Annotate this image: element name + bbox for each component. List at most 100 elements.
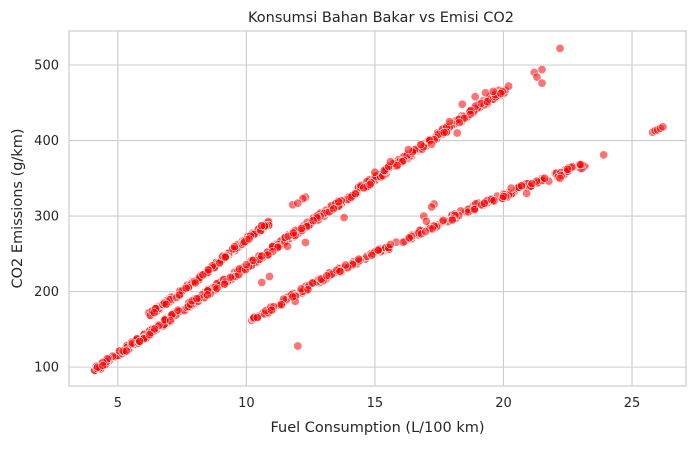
data-point bbox=[439, 127, 449, 137]
data-point bbox=[537, 65, 547, 75]
x-tick-label: 15 bbox=[367, 396, 384, 411]
data-point bbox=[149, 308, 159, 318]
data-point bbox=[576, 160, 586, 170]
data-point bbox=[438, 215, 448, 225]
data-point bbox=[144, 330, 154, 340]
data-point bbox=[244, 234, 254, 244]
data-point bbox=[496, 89, 506, 99]
data-point bbox=[540, 173, 550, 183]
data-point bbox=[248, 255, 258, 265]
data-point bbox=[276, 300, 286, 310]
data-point bbox=[165, 316, 175, 326]
x-tick-label: 20 bbox=[495, 396, 512, 411]
plot-frame bbox=[68, 30, 687, 387]
data-point bbox=[498, 191, 508, 201]
data-point bbox=[452, 128, 462, 138]
data-point bbox=[204, 265, 214, 275]
data-point bbox=[532, 72, 542, 82]
data-point bbox=[470, 92, 480, 102]
data-point bbox=[161, 299, 171, 309]
y-tick-label: 200 bbox=[34, 285, 59, 300]
data-point bbox=[190, 278, 200, 288]
data-point bbox=[293, 198, 303, 208]
y-tick-label: 100 bbox=[34, 361, 59, 376]
data-point bbox=[555, 173, 565, 183]
data-point bbox=[230, 242, 240, 252]
data-point bbox=[220, 279, 230, 289]
data-point bbox=[563, 164, 573, 174]
data-point bbox=[403, 145, 413, 155]
data-point bbox=[135, 336, 145, 346]
data-point bbox=[150, 324, 160, 334]
x-axis-title: Fuel Consumption (L/100 km) bbox=[270, 420, 484, 436]
data-point bbox=[293, 341, 303, 351]
y-axis-title: CO2 Emissions (g/km) bbox=[10, 129, 26, 289]
data-point bbox=[457, 99, 467, 109]
data-point bbox=[203, 290, 213, 300]
data-point bbox=[341, 260, 351, 270]
data-point bbox=[480, 88, 490, 98]
data-point bbox=[322, 271, 332, 281]
data-point bbox=[522, 188, 532, 198]
data-point bbox=[303, 285, 313, 295]
x-tick-label: 10 bbox=[238, 396, 255, 411]
data-point bbox=[339, 213, 349, 223]
data-point bbox=[488, 86, 498, 96]
data-point bbox=[506, 183, 516, 193]
y-tick-label: 300 bbox=[34, 210, 59, 225]
data-point bbox=[421, 227, 431, 237]
data-point bbox=[367, 250, 377, 260]
data-point bbox=[385, 240, 395, 250]
data-point bbox=[421, 216, 431, 226]
data-point bbox=[288, 292, 298, 302]
data-point bbox=[300, 238, 310, 248]
data-point bbox=[537, 78, 547, 88]
data-point bbox=[98, 360, 108, 370]
data-point bbox=[307, 278, 317, 288]
data-point bbox=[266, 305, 276, 315]
data-point bbox=[334, 197, 344, 207]
data-point bbox=[370, 167, 380, 177]
data-point bbox=[599, 150, 609, 160]
data-point bbox=[297, 224, 307, 234]
data-point bbox=[354, 254, 364, 264]
data-point bbox=[252, 312, 262, 322]
data-point bbox=[257, 277, 267, 287]
data-point bbox=[426, 202, 436, 212]
data-point bbox=[555, 43, 565, 53]
data-point bbox=[373, 245, 383, 255]
data-point bbox=[174, 290, 184, 300]
y-tick-label: 400 bbox=[34, 134, 59, 149]
chart-title: Konsumsi Bahan Bakar vs Emisi CO2 bbox=[248, 10, 514, 26]
y-tick-label: 500 bbox=[34, 58, 59, 73]
data-point bbox=[426, 139, 436, 149]
data-point bbox=[469, 205, 479, 215]
data-point bbox=[404, 233, 414, 243]
data-point bbox=[454, 118, 464, 128]
data-point bbox=[220, 252, 230, 262]
data-point bbox=[257, 221, 267, 231]
data-point bbox=[241, 260, 251, 270]
data-point bbox=[658, 122, 668, 132]
data-point bbox=[482, 97, 492, 107]
data-point bbox=[257, 251, 267, 261]
data-point bbox=[328, 204, 338, 214]
data-point bbox=[212, 283, 222, 293]
scatter-points bbox=[90, 43, 668, 375]
data-point bbox=[504, 81, 514, 91]
x-tick-label: 25 bbox=[624, 396, 641, 411]
data-point bbox=[489, 196, 499, 206]
data-point bbox=[192, 294, 202, 304]
grid bbox=[69, 31, 686, 386]
data-point bbox=[416, 140, 426, 150]
data-point bbox=[444, 117, 454, 127]
data-point bbox=[173, 305, 183, 315]
data-point bbox=[288, 228, 298, 238]
data-point bbox=[308, 216, 318, 226]
data-point bbox=[527, 179, 537, 189]
data-point bbox=[181, 283, 191, 293]
data-point bbox=[264, 271, 274, 281]
data-point bbox=[365, 180, 375, 190]
data-point bbox=[225, 272, 235, 282]
